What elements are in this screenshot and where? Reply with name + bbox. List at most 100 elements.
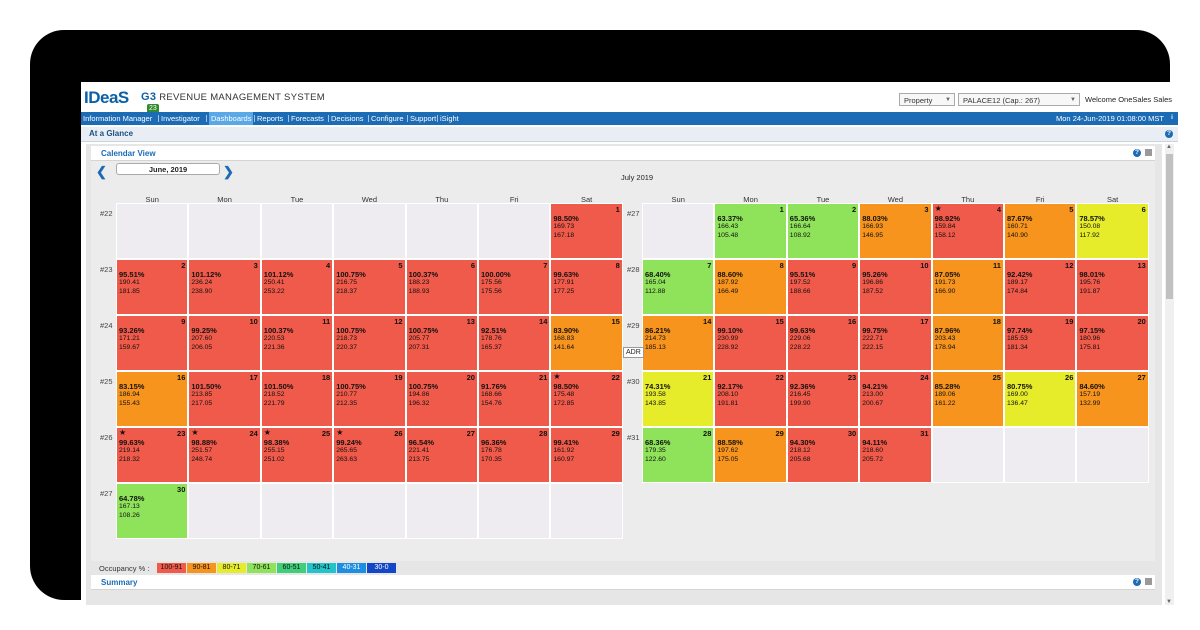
calendar-day[interactable]: 6 78.57% 150.08 117.92 (1076, 203, 1149, 259)
calendar-day[interactable]: 16 83.15% 186.94 155.43 (116, 371, 189, 427)
calendar-day[interactable]: 27 84.60% 157.19 132.99 (1076, 371, 1149, 427)
occupancy-value: 98.88% (191, 438, 217, 447)
calendar-day[interactable]: ★ 22 98.50% 175.48 172.85 (550, 371, 623, 427)
help-icon[interactable]: ? (1133, 578, 1141, 586)
day-of-week-mon: Mon (217, 195, 232, 204)
calendar-day[interactable]: 17 101.50% 213.85 217.05 (188, 371, 261, 427)
calendar-day[interactable]: 2 65.36% 166.64 108.92 (786, 203, 860, 259)
scroll-up-icon[interactable]: ▲ (1166, 144, 1172, 150)
calendar-day[interactable]: 21 91.76% 168.66 154.76 (478, 371, 551, 427)
nav-item-forecasts[interactable]: Forecasts (291, 114, 324, 123)
ideas-logo[interactable]: IDeaS (84, 88, 129, 107)
calendar-day[interactable]: 31 94.11% 218.60 205.72 (859, 427, 932, 483)
calendar-empty-day (931, 427, 1004, 483)
collapse-icon[interactable] (1145, 149, 1152, 156)
nav-separator (437, 115, 438, 122)
calendar-day[interactable]: 5 100.75% 216.75 218.37 (333, 259, 406, 315)
summary-panel-header[interactable]: Summary ? (91, 575, 1155, 590)
calendar-day[interactable]: 30 94.30% 218.12 205.68 (786, 427, 860, 483)
day-number: 30 (177, 485, 186, 494)
calendar-day[interactable]: 20 100.75% 194.86 196.32 (405, 371, 478, 427)
nav-item-information-manager[interactable]: Information Manager (83, 114, 153, 123)
calendar-day[interactable]: 1 63.37% 166.43 105.48 (714, 203, 787, 259)
calendar-day[interactable]: ★ 25 98.38% 255.15 251.02 (260, 427, 334, 483)
forecast-value: 168.66 (481, 391, 502, 398)
calendar-day[interactable]: 8 88.60% 187.92 166.49 (714, 259, 787, 315)
week-number: #23 (100, 265, 113, 274)
occupancy-value: 100.75% (336, 270, 366, 279)
calendar-day[interactable]: 15 83.90% 168.83 141.64 (550, 315, 623, 371)
calendar-day[interactable]: 18 87.96% 203.43 178.94 (931, 315, 1004, 371)
calendar-day[interactable]: 25 85.28% 189.06 161.22 (931, 371, 1004, 427)
property-value-select[interactable]: PALACE12 (Cap.: 267) ▼ (958, 93, 1080, 106)
calendar-day[interactable]: 7 68.40% 165.04 112.88 (642, 259, 715, 315)
calendar-day[interactable]: 20 97.15% 180.96 175.81 (1076, 315, 1149, 371)
calendar-day[interactable]: 19 97.74% 185.53 181.34 (1004, 315, 1077, 371)
scroll-down-icon[interactable]: ▼ (1166, 599, 1172, 605)
calendar-day[interactable]: 15 99.10% 230.99 228.92 (714, 315, 787, 371)
calendar-day[interactable]: 2 95.51% 190.41 181.85 (116, 259, 189, 315)
nav-item-isight[interactable]: iSight (440, 114, 459, 123)
calendar-day[interactable]: 13 98.01% 195.76 191.87 (1076, 259, 1149, 315)
calendar-day[interactable]: 10 99.25% 207.60 206.05 (188, 315, 261, 371)
nav-item-dashboards[interactable]: Dashboards (209, 112, 254, 125)
next-month-arrow-icon[interactable]: ❯ (223, 164, 234, 179)
prev-month-arrow-icon[interactable]: ❮ (96, 164, 107, 179)
calendar-day[interactable]: ★ 4 98.92% 159.84 158.12 (931, 203, 1004, 259)
calendar-day[interactable]: 29 88.58% 197.62 175.05 (714, 427, 787, 483)
property-select[interactable]: Property ▼ (899, 93, 955, 106)
calendar-day[interactable]: 14 92.51% 178.76 165.37 (478, 315, 551, 371)
calendar-day[interactable]: 19 100.75% 210.77 212.35 (333, 371, 406, 427)
calendar-day[interactable]: 28 96.36% 176.78 170.35 (478, 427, 551, 483)
nav-item-investigator[interactable]: Investigator (161, 114, 200, 123)
calendar-day[interactable]: ★ 26 99.24% 265.65 263.63 (333, 427, 406, 483)
calendar-day[interactable]: 9 93.26% 171.21 159.67 (116, 315, 189, 371)
calendar-day[interactable]: ★ 23 99.63% 219.14 218.32 (116, 427, 189, 483)
welcome-user[interactable]: Welcome OneSales Sales (1085, 95, 1172, 104)
calendar-day[interactable]: 12 100.75% 218.73 220.37 (333, 315, 406, 371)
calendar-day[interactable]: 9 95.51% 197.52 188.66 (786, 259, 860, 315)
at-a-glance-bar: At a Glance ? (81, 127, 1178, 142)
calendar-day[interactable]: 11 100.37% 220.53 221.36 (260, 315, 334, 371)
help-icon[interactable]: ? (1133, 149, 1141, 157)
calendar-day[interactable]: 6 100.37% 188.23 188.93 (405, 259, 478, 315)
calendar-day[interactable]: 1 98.50% 169.73 167.18 (550, 203, 623, 259)
occupancy-value: 92.17% (717, 382, 743, 391)
calendar-day[interactable]: 22 92.17% 208.10 191.81 (714, 371, 787, 427)
calendar-day[interactable]: 30 64.78% 167.13 108.26 (116, 483, 189, 539)
nav-item-decisions[interactable]: Decisions (331, 114, 364, 123)
calendar-day[interactable]: 27 96.54% 221.41 213.75 (405, 427, 478, 483)
forecast-value: 197.52 (789, 279, 811, 286)
calendar-day[interactable]: 11 87.05% 191.73 166.90 (931, 259, 1004, 315)
scrollbar-thumb[interactable] (1166, 154, 1173, 299)
calendar-day[interactable]: 18 101.50% 218.52 221.79 (260, 371, 334, 427)
calendar-day[interactable]: 28 68.36% 179.35 122.60 (642, 427, 715, 483)
calendar-day[interactable]: 17 99.75% 222.71 222.15 (859, 315, 932, 371)
calendar-day[interactable]: 10 95.26% 196.86 187.52 (859, 259, 932, 315)
collapse-icon[interactable] (1145, 578, 1152, 585)
help-icon[interactable]: ? (1165, 130, 1173, 138)
calendar-day[interactable]: 7 100.00% 175.56 175.56 (478, 259, 551, 315)
calendar-day[interactable]: 14 86.21% 214.73 185.13 (642, 315, 715, 371)
calendar-day[interactable]: 26 80.75% 169.00 136.47 (1004, 371, 1077, 427)
calendar-day[interactable]: 8 99.63% 177.91 177.25 (550, 259, 623, 315)
nav-item-reports[interactable]: Reports (257, 114, 284, 123)
calendar-day[interactable]: ★ 24 98.88% 251.57 248.74 (188, 427, 261, 483)
notification-badge[interactable]: 23 (147, 104, 159, 113)
calendar-day[interactable]: 5 87.67% 160.71 140.90 (1004, 203, 1077, 259)
nav-item-support[interactable]: Support (410, 114, 437, 123)
calendar-day[interactable]: 13 100.75% 205.77 207.31 (405, 315, 478, 371)
calendar-day[interactable]: 16 99.63% 229.06 228.22 (786, 315, 860, 371)
calendar-day[interactable]: 3 88.03% 166.93 146.95 (859, 203, 932, 259)
calendar-day[interactable]: 12 92.42% 189.17 174.84 (1004, 259, 1077, 315)
calendar-day[interactable]: 3 101.12% 236.24 238.90 (188, 259, 261, 315)
calendar-day[interactable]: 4 101.12% 250.41 253.22 (260, 259, 334, 315)
nav-item-configure[interactable]: Configure (371, 114, 404, 123)
month-picker[interactable]: June, 2019 (116, 163, 220, 175)
info-icon[interactable]: i (1168, 114, 1176, 122)
calendar-day[interactable]: 24 94.21% 213.00 200.67 (859, 371, 932, 427)
page-scrollbar[interactable]: ▲ ▼ (1165, 144, 1174, 605)
calendar-day[interactable]: 21 74.31% 193.58 143.85 (642, 371, 715, 427)
calendar-day[interactable]: 23 92.36% 216.45 199.90 (786, 371, 860, 427)
calendar-day[interactable]: 29 99.41% 161.92 160.97 (550, 427, 623, 483)
